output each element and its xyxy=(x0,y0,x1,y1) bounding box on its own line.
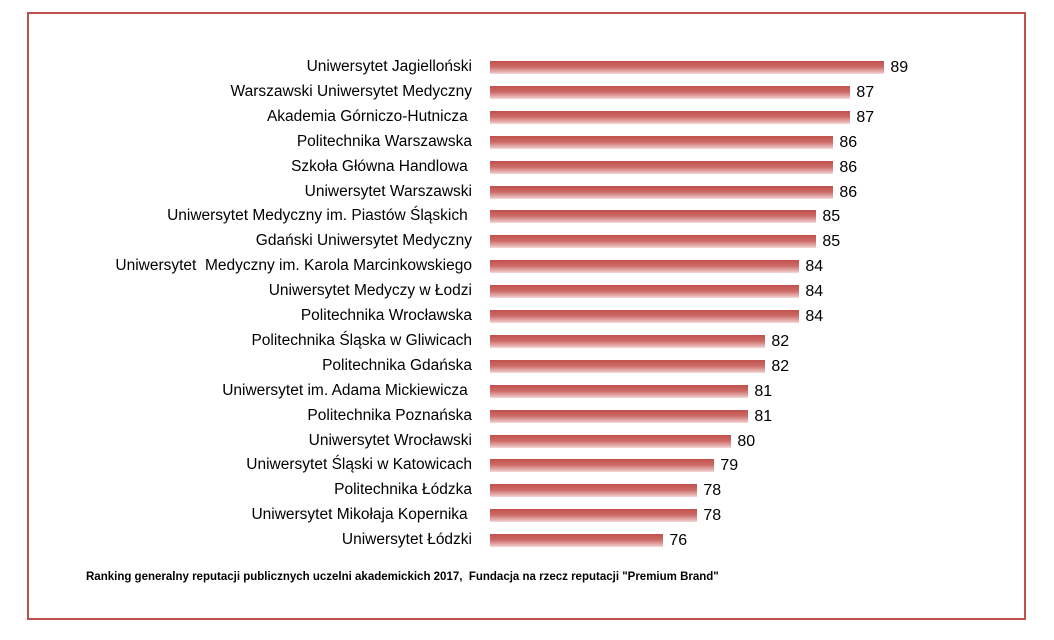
data-label: 78 xyxy=(703,482,722,500)
category-label: Politechnika Gdańska xyxy=(322,356,472,374)
category-label: Uniwersytet Śląski w Katowicach xyxy=(246,456,472,474)
data-label: 89 xyxy=(890,59,909,76)
bar xyxy=(490,509,698,523)
category-label: Uniwersytet Warszawski xyxy=(304,182,472,200)
category-label: Akademia Górniczo-Hutnicza xyxy=(266,107,472,125)
bar xyxy=(490,260,800,274)
data-label: 84 xyxy=(805,308,824,325)
chart-frame xyxy=(27,12,1026,620)
data-label: 84 xyxy=(805,283,824,301)
bar xyxy=(490,185,834,199)
category-label: Uniwersytet Łódzki xyxy=(341,531,472,549)
category-label: Uniwersytet Mikołaja Kopernika xyxy=(251,506,472,524)
bar xyxy=(490,285,800,299)
category-label: Uniwersytet Medyczny im. Karola Marcinko… xyxy=(115,257,472,275)
bar xyxy=(490,235,817,249)
category-label: Politechnika Warszawska xyxy=(296,132,472,150)
category-label: Warszawski Uniwersytet Medyczny xyxy=(230,82,472,100)
data-label: 86 xyxy=(839,158,858,176)
data-label: 81 xyxy=(754,407,773,425)
bar xyxy=(490,459,715,473)
bar xyxy=(490,484,698,498)
bar xyxy=(490,135,834,149)
category-label: Uniwersytet im. Adama Mickiewicza xyxy=(222,381,472,399)
category-label: Uniwersytet Medyczny im. Piastów Śląskic… xyxy=(167,207,472,225)
data-label: 84 xyxy=(805,258,824,276)
data-label: 85 xyxy=(822,233,841,251)
bar xyxy=(490,334,766,348)
category-label: Politechnika Wrocławska xyxy=(300,307,472,324)
bar xyxy=(490,160,834,174)
category-label: Politechnika Śląska w Gliwicach xyxy=(251,331,472,349)
data-label: 78 xyxy=(703,507,722,525)
category-label: Uniwersytet Wrocławski xyxy=(308,431,472,449)
data-label: 79 xyxy=(720,457,739,475)
bar xyxy=(490,61,885,74)
bar xyxy=(490,534,664,548)
category-label: Politechnika Poznańska xyxy=(307,406,472,424)
data-label: 82 xyxy=(771,357,790,375)
bar xyxy=(490,359,766,373)
data-label: 85 xyxy=(822,208,841,226)
data-label: 81 xyxy=(754,382,773,400)
data-label: 86 xyxy=(839,133,858,151)
data-label: 87 xyxy=(856,108,875,126)
chart-caption: Ranking generalny reputacji publicznych … xyxy=(86,571,719,583)
bar xyxy=(490,434,732,448)
category-label: Szkoła Główna Handlowa xyxy=(291,157,472,175)
category-label: Gdański Uniwersytet Medyczny xyxy=(255,232,472,250)
data-label: 76 xyxy=(669,532,688,550)
data-label: 86 xyxy=(839,183,858,201)
bar xyxy=(490,85,851,99)
category-label: Uniwersytet Jagielloński xyxy=(306,58,472,75)
bar xyxy=(490,384,749,398)
data-label: 82 xyxy=(771,332,790,350)
bar xyxy=(490,409,749,423)
category-label: Politechnika Łódzka xyxy=(334,481,472,499)
bar xyxy=(490,110,851,124)
bar xyxy=(490,210,817,224)
category-label: Uniwersytet Medyczy w Łodzi xyxy=(268,282,472,300)
data-label: 80 xyxy=(737,432,756,450)
bar xyxy=(490,310,800,323)
data-label: 87 xyxy=(856,83,875,101)
